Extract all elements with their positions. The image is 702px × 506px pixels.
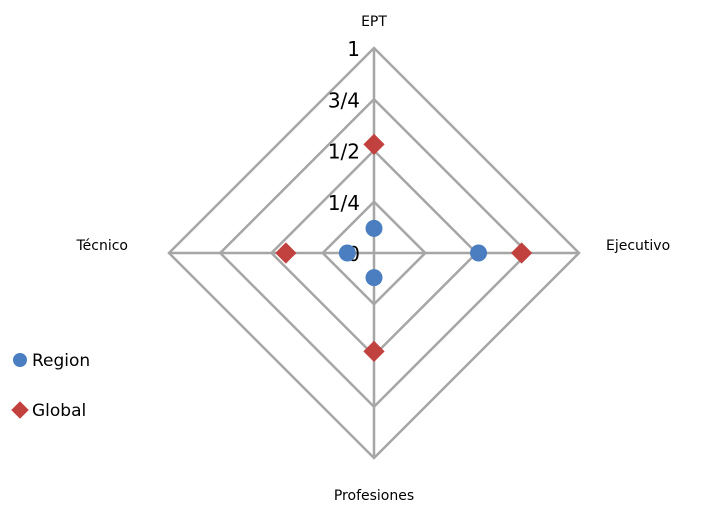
scale-label: 1/4 [328, 191, 360, 215]
axis-label-técnico: Técnico [75, 238, 128, 254]
data-markers [275, 133, 533, 363]
legend-label: Region [32, 351, 90, 371]
scale-label: 1/2 [328, 140, 360, 164]
region-point-ejecutivo [470, 244, 488, 262]
legend: Region Global [11, 351, 90, 421]
axis-label-ejecutivo: Ejecutivo [606, 238, 670, 254]
region-point-técnico [338, 244, 356, 262]
axis-label-profesiones: Profesiones [334, 488, 414, 504]
global-point-ejecutivo [510, 242, 533, 264]
legend-marker [13, 353, 27, 367]
scale-labels: 01/41/23/41 [328, 37, 360, 266]
region-point-ept [365, 219, 383, 237]
axis-labels: EPT Ejecutivo Profesiones Técnico [75, 14, 670, 504]
legend-item-region: Region [13, 351, 90, 371]
legend-item-global: Global [11, 401, 86, 421]
global-point-ept [363, 133, 385, 155]
scale-label: 1 [347, 37, 360, 61]
global-point-técnico [275, 242, 297, 264]
legend-label: Global [32, 401, 86, 421]
legend-marker [11, 401, 29, 419]
region-point-profesiones [365, 269, 383, 287]
axis-label-ept: EPT [361, 14, 387, 30]
global-point-profesiones [363, 340, 385, 363]
scale-label: 3/4 [328, 88, 360, 112]
